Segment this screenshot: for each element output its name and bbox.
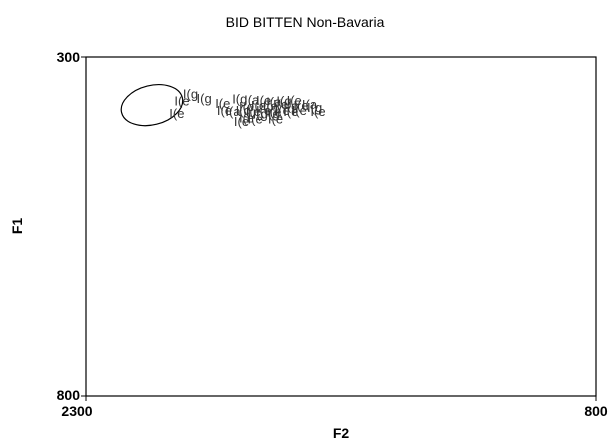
y-tick-label-max: 800 <box>57 387 81 403</box>
data-point-label: I(g <box>307 100 322 115</box>
data-point-label: I(e <box>239 111 254 126</box>
data-point-label: I(e <box>234 114 249 129</box>
data-point-label: I(e <box>217 103 232 118</box>
data-point-label: I(e <box>268 111 283 126</box>
x-axis-label: F2 <box>333 425 350 441</box>
data-point-label: I(g <box>232 92 247 107</box>
data-point-label: I(e <box>251 98 266 113</box>
data-point-label: I(e <box>293 98 308 113</box>
data-point-label: I(g <box>236 103 251 118</box>
plot-frame <box>85 56 597 397</box>
chart-title: BID BITTEN Non-Bavaria <box>225 14 385 30</box>
data-point-label: I(a <box>244 92 260 107</box>
data-point-label: I(e <box>256 93 271 108</box>
data-point-label: I(e <box>248 111 263 126</box>
data-point-label: I(a <box>302 97 318 112</box>
data-point-label: I(e <box>246 104 261 119</box>
data-point-label: I(e <box>273 97 288 112</box>
data-point-label: I(e <box>256 103 271 118</box>
data-point-label: I(g <box>265 106 280 121</box>
data-point-label: I(e <box>275 103 290 118</box>
data-point-label: I(g <box>253 107 268 122</box>
data-point-label: I(e <box>283 104 298 119</box>
y-tick-label-min: 300 <box>57 49 81 65</box>
data-point-label: I(g <box>283 98 298 113</box>
confidence-ellipse <box>120 84 184 127</box>
data-point-label: I(e <box>292 103 307 118</box>
x-tick-label-min: 2300 <box>61 403 92 419</box>
data-point-label: I(e <box>263 98 278 113</box>
data-point-label: I(e <box>239 99 254 114</box>
data-point-label: I(e <box>174 94 189 109</box>
data-point-label: I(e <box>215 96 230 111</box>
y-axis-label: F1 <box>9 218 25 235</box>
data-point-label: I(g <box>197 91 212 106</box>
data-point-label: I(g <box>276 94 291 109</box>
data-point-label: I(e <box>287 93 302 108</box>
data-point-label: I(a <box>225 104 241 119</box>
data-point-label: I(g <box>183 86 198 101</box>
data-point-label: I(e <box>266 105 281 120</box>
data-point-label: I(e <box>310 104 325 119</box>
data-point-label: I(a <box>266 94 282 109</box>
x-tick-label-max: 800 <box>584 403 608 419</box>
data-point-label: I(e <box>169 106 184 121</box>
